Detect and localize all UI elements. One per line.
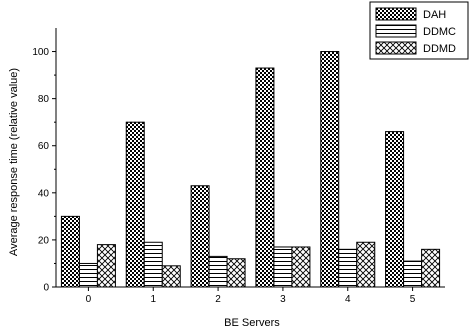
legend-swatch-dah [375, 7, 417, 21]
y-tick-label: 40 [38, 188, 50, 199]
x-tick-label: 1 [150, 294, 156, 305]
bar-dah-4 [320, 51, 340, 288]
legend-swatch-ddmc [375, 24, 417, 38]
x-axis-title: BE Servers [224, 317, 280, 329]
bar-ddmc-2 [208, 255, 228, 288]
bar-dah-5 [385, 131, 405, 288]
bar-ddmd-1 [161, 265, 181, 288]
legend-swatch-ddmd [375, 41, 417, 55]
y-tick-label: 20 [38, 235, 50, 246]
x-tick-label: 3 [280, 294, 286, 305]
x-tick-label: 0 [86, 294, 92, 305]
bar-dah-3 [255, 67, 275, 288]
bar-dah-0 [60, 215, 80, 288]
bar-ddmd-3 [291, 246, 311, 288]
plot-area: 0 20 40 60 80 100 0 1 2 3 4 5 [32, 28, 445, 305]
legend-label-ddmc: DDMC [423, 26, 456, 38]
y-tick-label: 60 [38, 141, 50, 152]
bar-ddmd-5 [421, 248, 441, 288]
y-axis-title: Average response time (relative value) [8, 68, 20, 256]
x-tick-label: 2 [215, 294, 221, 305]
x-tick-label: 5 [410, 294, 416, 305]
bar-ddmd-0 [96, 244, 116, 288]
bar-dah-2 [190, 185, 210, 288]
bar-dah-1 [125, 121, 145, 288]
bar-ddmd-4 [356, 241, 376, 288]
y-tick-label: 80 [38, 94, 50, 105]
y-tick-label: 0 [43, 283, 49, 294]
y-tick-label: 100 [32, 47, 49, 58]
legend-label-ddmd: DDMD [423, 43, 456, 55]
bar-ddmd-2 [226, 258, 246, 288]
bar-ddmc-5 [403, 260, 423, 288]
bar-ddmc-1 [143, 241, 163, 288]
x-tick-label: 4 [345, 294, 351, 305]
legend-label-dah: DAH [423, 9, 446, 21]
bar-ddmc-3 [273, 246, 293, 288]
legend: DAH DDMC DDMD [369, 1, 469, 60]
bar-ddmc-0 [78, 262, 98, 288]
bar-ddmc-4 [338, 248, 358, 288]
